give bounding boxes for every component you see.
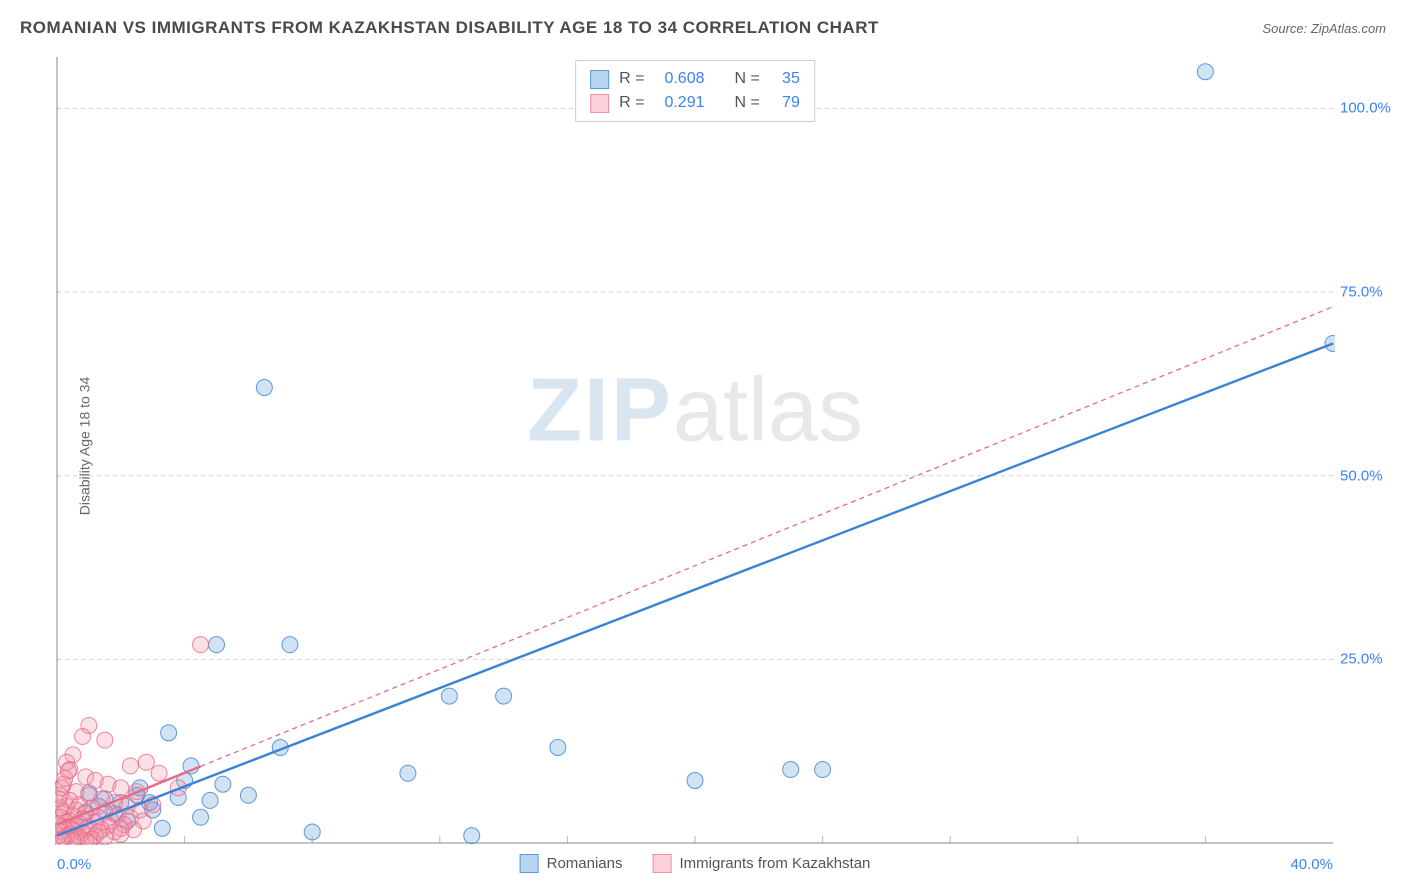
legend-item: Immigrants from Kazakhstan bbox=[652, 854, 870, 873]
n-value: 79 bbox=[770, 91, 800, 115]
n-label: N = bbox=[735, 91, 760, 115]
y-tick-label: 25.0% bbox=[1340, 651, 1400, 668]
scatter-plot: ZIPatlas R =0.608N =35R =0.291N =79 Roma… bbox=[55, 55, 1335, 845]
legend-label: Immigrants from Kazakhstan bbox=[679, 855, 870, 872]
y-tick-label: 50.0% bbox=[1340, 467, 1400, 484]
n-label: N = bbox=[735, 67, 760, 91]
n-value: 35 bbox=[770, 67, 800, 91]
x-tick-label: 40.0% bbox=[1290, 856, 1333, 873]
legend-swatch bbox=[652, 854, 671, 873]
r-value: 0.608 bbox=[655, 67, 705, 91]
plot-svg bbox=[55, 55, 1335, 845]
legend-swatch bbox=[520, 854, 539, 873]
chart-title: ROMANIAN VS IMMIGRANTS FROM KAZAKHSTAN D… bbox=[20, 18, 879, 38]
legend-stat-row: R = 0.608 N = 35 bbox=[590, 67, 800, 91]
y-tick-label: 100.0% bbox=[1340, 100, 1400, 117]
legend-stats-box: R = 0.608 N = 35 R = 0.291 N = 79 bbox=[575, 60, 815, 122]
legend-item: Romanians bbox=[520, 854, 623, 873]
y-tick-label: 75.0% bbox=[1340, 284, 1400, 301]
legend-swatch bbox=[590, 94, 609, 113]
legend-label: Romanians bbox=[547, 855, 623, 872]
x-tick-label: 0.0% bbox=[57, 856, 91, 873]
legend-swatch bbox=[590, 70, 609, 89]
r-label: R = bbox=[619, 67, 644, 91]
r-label: R = bbox=[619, 91, 644, 115]
chart-source: Source: ZipAtlas.com bbox=[1262, 21, 1386, 36]
legend-stat-row: R = 0.291 N = 79 bbox=[590, 91, 800, 115]
legend-series: Romanians Immigrants from Kazakhstan bbox=[520, 854, 871, 873]
r-value: 0.291 bbox=[655, 91, 705, 115]
